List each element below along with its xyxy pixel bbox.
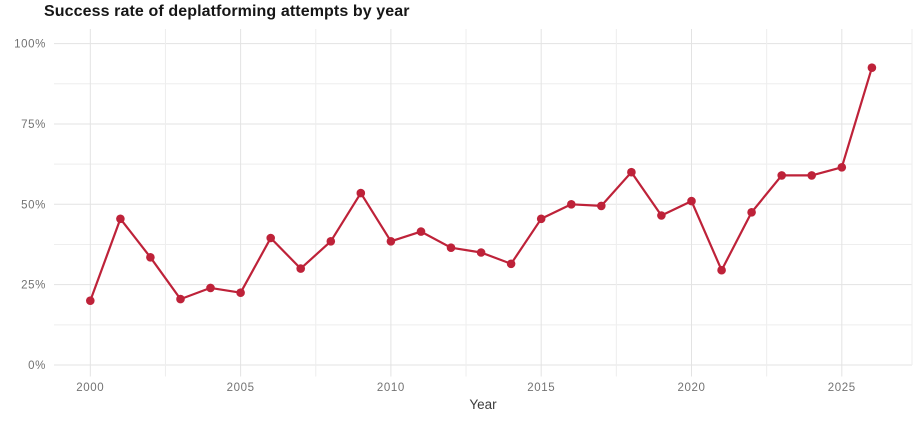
data-point[interactable] bbox=[867, 63, 877, 72]
data-point[interactable] bbox=[627, 167, 636, 177]
data-point[interactable] bbox=[416, 227, 426, 236]
data-point[interactable] bbox=[597, 201, 606, 211]
y-axis-tick-label: 50% bbox=[21, 199, 46, 211]
data-point[interactable] bbox=[657, 211, 666, 220]
data-point[interactable] bbox=[837, 163, 847, 172]
data-point[interactable] bbox=[326, 237, 336, 246]
x-axis-tick-label: 2025 bbox=[828, 382, 856, 394]
data-point[interactable] bbox=[476, 248, 486, 257]
y-axis-tick-label: 0% bbox=[28, 360, 46, 372]
data-point[interactable] bbox=[206, 283, 215, 293]
x-axis-tick-label: 2010 bbox=[377, 382, 405, 394]
x-axis-title: Year bbox=[469, 397, 497, 412]
data-point[interactable] bbox=[446, 243, 456, 252]
data-point[interactable] bbox=[747, 208, 756, 217]
data-point[interactable] bbox=[807, 171, 816, 180]
data-point[interactable] bbox=[176, 294, 185, 304]
data-point[interactable] bbox=[356, 188, 366, 198]
data-point[interactable] bbox=[777, 171, 786, 180]
x-axis-tick-label: 2020 bbox=[678, 382, 706, 394]
data-point[interactable] bbox=[687, 196, 696, 206]
y-axis-tick-label: 75% bbox=[21, 119, 46, 131]
x-axis-tick-label: 2015 bbox=[527, 382, 555, 394]
data-point[interactable] bbox=[236, 288, 245, 298]
data-point[interactable] bbox=[296, 264, 306, 273]
data-point[interactable] bbox=[386, 237, 396, 246]
data-point[interactable] bbox=[536, 214, 546, 224]
data-point[interactable] bbox=[146, 252, 155, 262]
y-axis-tick-label: 100% bbox=[14, 39, 46, 51]
chart-title: Success rate of deplatforming attempts b… bbox=[44, 3, 410, 20]
data-point[interactable] bbox=[86, 296, 95, 306]
data-point[interactable] bbox=[506, 259, 516, 269]
data-point[interactable] bbox=[717, 265, 726, 275]
data-point[interactable] bbox=[567, 200, 576, 209]
data-point[interactable] bbox=[116, 214, 125, 224]
y-axis-tick-label: 25% bbox=[21, 280, 46, 292]
series-line bbox=[89, 66, 874, 302]
x-axis-tick-label: 2000 bbox=[76, 382, 104, 394]
data-point[interactable] bbox=[266, 233, 276, 243]
x-axis-tick-label: 2005 bbox=[227, 382, 255, 394]
